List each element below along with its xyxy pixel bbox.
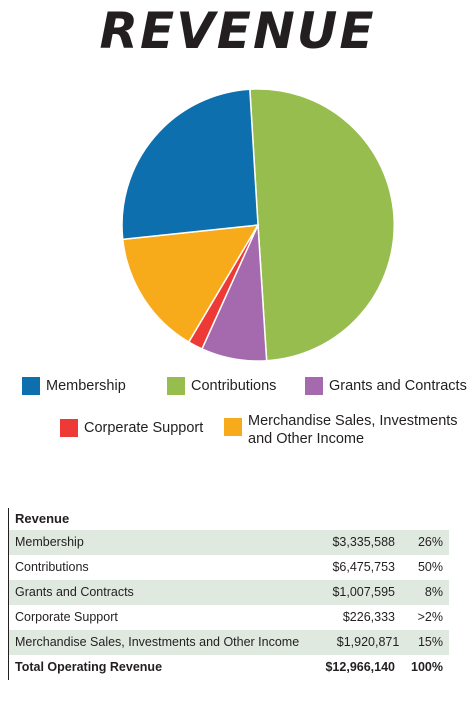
row-amount: $6,475,753 — [332, 560, 395, 574]
table-row: Merchandise Sales, Investments and Other… — [9, 630, 449, 655]
table-row: Grants and Contracts $1,007,595 8% — [9, 580, 449, 605]
pie-slice-membership — [121, 88, 259, 241]
row-percent: 8% — [424, 585, 443, 599]
legend-item-grants: Grants and Contracts — [305, 377, 467, 395]
table-total-row: Total Operating Revenue $12,966,140 100% — [9, 655, 449, 680]
total-amount: $12,966,140 — [325, 660, 395, 674]
legend-swatch — [305, 377, 323, 395]
legend-swatch — [60, 419, 78, 437]
table-row: Membership $3,335,588 26% — [9, 530, 449, 555]
total-percent: 100% — [411, 660, 443, 674]
legend-swatch — [167, 377, 185, 395]
legend-label: Grants and Contracts — [329, 378, 467, 394]
legend-label: Membership — [46, 378, 126, 394]
row-amount: $3,335,588 — [332, 535, 395, 549]
legend-item-contributions: Contributions — [167, 377, 276, 395]
legend-swatch — [22, 377, 40, 395]
row-amount: $226,333 — [342, 610, 395, 624]
legend-swatch — [224, 418, 242, 436]
legend-item-membership: Membership — [22, 377, 126, 395]
revenue-table: Revenue Membership $3,335,588 26% Contri… — [8, 508, 449, 680]
table-row: Contributions $6,475,753 50% — [9, 555, 449, 580]
row-percent: >2% — [417, 610, 443, 624]
row-percent: 50% — [417, 560, 443, 574]
legend-label: Merchandise Sales, Investments and Other… — [248, 413, 458, 447]
legend-item-corporate: Corperate Support — [60, 419, 203, 437]
total-label: Total Operating Revenue — [15, 660, 163, 674]
pie-slice-merchandise-sales-investments-and-other-income — [121, 224, 260, 344]
legend-item-merchandise: Merchandise Sales, Investments and Other… — [224, 412, 458, 448]
row-label: Merchandise Sales, Investments and Other… — [15, 635, 300, 649]
table-row: Corporate Support $226,333 >2% — [9, 605, 449, 630]
page-title: REVENUE — [99, 2, 376, 60]
table-header: Revenue — [15, 511, 70, 526]
legend-label: Corperate Support — [84, 420, 204, 436]
row-percent: 15% — [417, 635, 443, 649]
row-label: Membership — [15, 535, 84, 549]
row-amount: $1,007,595 — [332, 585, 395, 599]
row-percent: 26% — [417, 535, 443, 549]
row-amount: $1,920,871 — [336, 635, 400, 649]
row-label: Corporate Support — [15, 610, 118, 624]
legend-label: Contributions — [191, 378, 277, 394]
revenue-pie-chart — [121, 88, 395, 362]
row-label: Contributions — [15, 560, 89, 574]
row-label: Grants and Contracts — [15, 585, 134, 599]
pie-slice-contributions — [249, 88, 395, 362]
